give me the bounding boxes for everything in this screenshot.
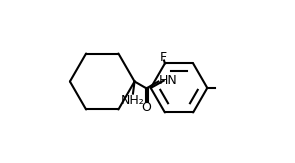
Text: NH₂: NH₂ xyxy=(121,94,145,107)
Text: HN: HN xyxy=(159,74,178,87)
Text: F: F xyxy=(160,51,167,64)
Text: O: O xyxy=(142,101,151,114)
